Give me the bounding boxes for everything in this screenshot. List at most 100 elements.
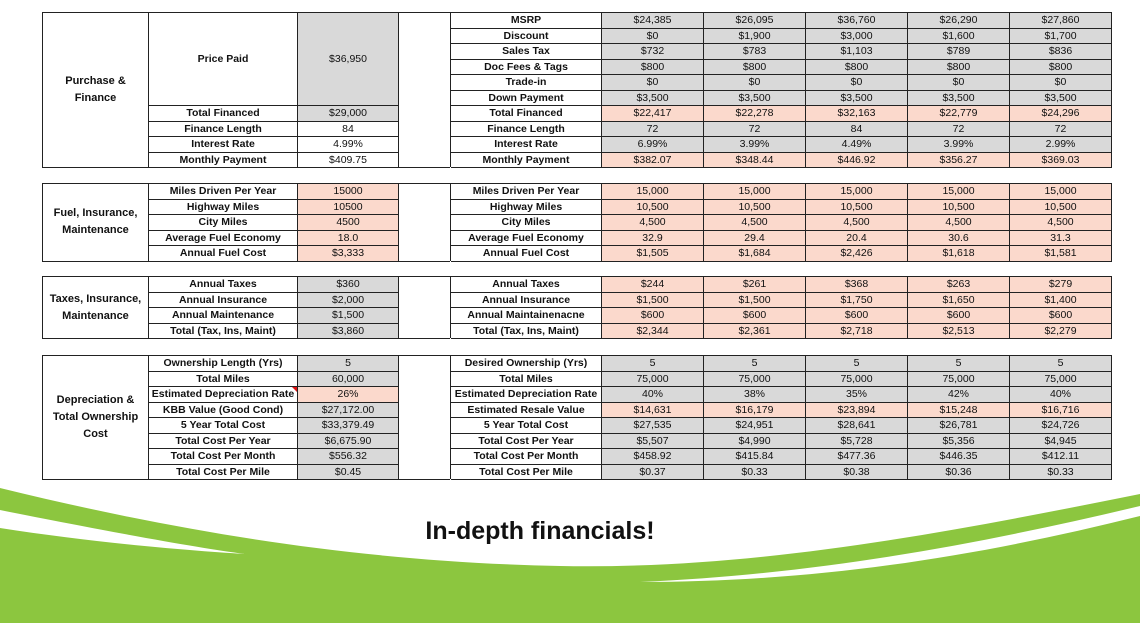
vehicle-1-value: $244: [602, 277, 704, 293]
vehicle-5-value: $0.33: [1010, 464, 1112, 480]
left-row-label: Price Paid: [149, 13, 298, 106]
vehicle-4-value: $26,290: [908, 13, 1010, 29]
vehicle-3-value: $32,163: [806, 106, 908, 122]
left-row-label: Monthly Payment: [149, 152, 298, 168]
right-row-label: Total Cost Per Month: [451, 449, 602, 465]
vehicle-3-value: 35%: [806, 387, 908, 403]
vehicle-2-value: $348.44: [704, 152, 806, 168]
vehicle-1-value: $2,344: [602, 323, 704, 339]
vehicle-1-value: 15,000: [602, 184, 704, 200]
left-row-label: Annual Taxes: [149, 277, 298, 293]
vehicle-3-value: $368: [806, 277, 908, 293]
right-row-label: Total Cost Per Year: [451, 433, 602, 449]
right-row-label: Annual Taxes: [451, 277, 602, 293]
vehicle-4-value: 42%: [908, 387, 1010, 403]
vehicle-4-value: 15,000: [908, 184, 1010, 200]
vehicle-1-value: $1,505: [602, 246, 704, 262]
vehicle-1-value: 75,000: [602, 371, 704, 387]
vehicle-3-value: $28,641: [806, 418, 908, 434]
left-row-value: 18.0: [298, 230, 399, 246]
vehicle-2-value: $0: [704, 75, 806, 91]
right-row-label: Interest Rate: [451, 137, 602, 153]
vehicle-3-value: 75,000: [806, 371, 908, 387]
vehicle-4-value: 30.6: [908, 230, 1010, 246]
vehicle-4-value: $22,779: [908, 106, 1010, 122]
left-row-value: 15000: [298, 184, 399, 200]
vehicle-5-value: $800: [1010, 59, 1112, 75]
vehicle-3-value: $23,894: [806, 402, 908, 418]
vehicle-2-value: 75,000: [704, 371, 806, 387]
section-bottom-border: [42, 260, 43, 262]
section-left-border: [450, 12, 451, 167]
vehicle-5-value: $412.11: [1010, 449, 1112, 465]
section-top-border: [450, 183, 1112, 184]
right-row-label: Finance Length: [451, 121, 602, 137]
vehicle-4-value: $789: [908, 44, 1010, 60]
vehicle-1-value: 40%: [602, 387, 704, 403]
right-row-label: City Miles: [451, 215, 602, 231]
vehicle-3-value: $800: [806, 59, 908, 75]
vehicle-5-value: $600: [1010, 308, 1112, 324]
vehicle-2-value: 5: [704, 356, 806, 372]
right-row-label: Desired Ownership (Yrs): [451, 356, 602, 372]
vehicle-4-value: $800: [908, 59, 1010, 75]
right-row-label: Total Miles: [451, 371, 602, 387]
left-row-value: $0.45: [298, 464, 399, 480]
vehicle-5-value: 31.3: [1010, 230, 1112, 246]
vehicle-3-value: $0.38: [806, 464, 908, 480]
vehicle-1-value: $382.07: [602, 152, 704, 168]
vehicle-1-value: $600: [602, 308, 704, 324]
left-row-value: $360: [298, 277, 399, 293]
vehicle-5-value: $0: [1010, 75, 1112, 91]
vehicle-5-value: 75,000: [1010, 371, 1112, 387]
vehicle-5-value: $1,400: [1010, 292, 1112, 308]
vehicle-3-value: 5: [806, 356, 908, 372]
vehicle-2-value: $24,951: [704, 418, 806, 434]
vehicle-2-value: $1,900: [704, 28, 806, 44]
vehicle-3-value: $1,750: [806, 292, 908, 308]
left-row-value: 60,000: [298, 371, 399, 387]
vehicle-3-value: 4.49%: [806, 137, 908, 153]
section-left-border: [450, 183, 451, 261]
left-row-label: Annual Maintenance: [149, 308, 298, 324]
vehicle-1-value: 72: [602, 121, 704, 137]
left-row-label: Finance Length: [149, 121, 298, 137]
vehicle-2-value: $783: [704, 44, 806, 60]
left-row-value: $3,333: [298, 246, 399, 262]
section-title-purchase: Purchase & Finance: [43, 13, 149, 168]
vehicle-1-value: $5,507: [602, 433, 704, 449]
right-row-label: Total Cost Per Mile: [451, 464, 602, 480]
vehicle-4-value: $600: [908, 308, 1010, 324]
vehicle-3-value: $0: [806, 75, 908, 91]
section-left-border: [450, 355, 451, 479]
left-row-label: Total Cost Per Month: [149, 449, 298, 465]
left-row-value: $27,172.00: [298, 402, 399, 418]
vehicle-3-value: $600: [806, 308, 908, 324]
right-row-label: Monthly Payment: [451, 152, 602, 168]
vehicle-1-value: $800: [602, 59, 704, 75]
vehicle-1-value: 5: [602, 356, 704, 372]
comment-indicator-icon[interactable]: [292, 387, 297, 392]
left-row-value: 10500: [298, 199, 399, 215]
vehicle-3-value: $446.92: [806, 152, 908, 168]
vehicle-2-value: 4,500: [704, 215, 806, 231]
right-row-label: Total (Tax, Ins, Maint): [451, 323, 602, 339]
vehicle-4-value: $1,650: [908, 292, 1010, 308]
vehicle-1-value: $14,631: [602, 402, 704, 418]
section-top-border: [42, 355, 399, 356]
left-row-label: Estimated Depreciation Rate: [149, 387, 298, 403]
section-title-fuel: Fuel, Insurance, Maintenance: [43, 184, 149, 262]
vehicle-2-value: $1,500: [704, 292, 806, 308]
section-top-border: [450, 276, 1112, 277]
vehicle-4-value: 72: [908, 121, 1010, 137]
section-top-border: [398, 12, 450, 13]
vehicle-3-value: $1,103: [806, 44, 908, 60]
right-row-label: Highway Miles: [451, 199, 602, 215]
right-row-label: Annual Maintainenacne: [451, 308, 602, 324]
left-row-value: 5: [298, 356, 399, 372]
section-top-border: [42, 276, 399, 277]
vehicle-2-value: 72: [704, 121, 806, 137]
section-bottom-border: [398, 260, 450, 262]
section-top-border: [398, 355, 450, 356]
right-row-label: Total Financed: [451, 106, 602, 122]
